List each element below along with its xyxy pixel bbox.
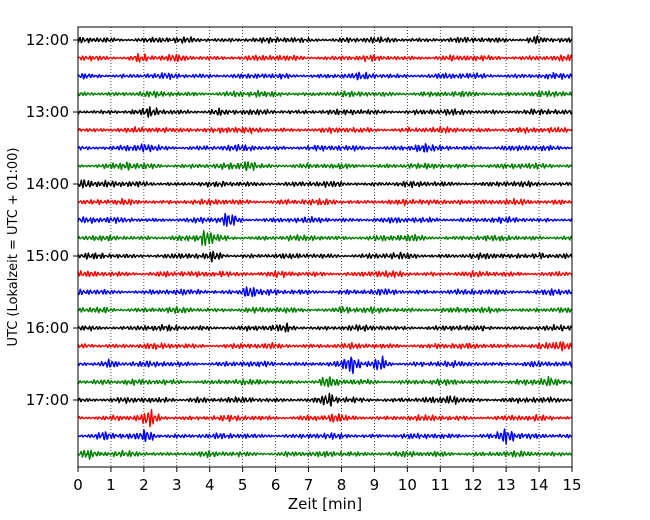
trace-1445 xyxy=(77,230,573,247)
trace-1230 xyxy=(77,71,573,81)
y-axis-label: UTC (Lokalzeit = UTC + 01:00) xyxy=(6,148,21,347)
y-tick-label: 13:00 xyxy=(26,103,69,121)
x-tick-label: 4 xyxy=(205,476,215,494)
y-tick-label: 16:00 xyxy=(26,319,69,337)
y-tick-label: 15:00 xyxy=(26,247,69,265)
trace-1730 xyxy=(77,428,573,445)
trace-1600 xyxy=(77,322,573,333)
trace-1345 xyxy=(77,161,573,172)
x-tick-label: 0 xyxy=(73,476,83,494)
trace-1615 xyxy=(77,341,573,352)
vertical-grid-lines xyxy=(110,27,540,467)
y-axis-ticks: 12:00 13:00 14:00 15:00 16:00 17:00 xyxy=(26,31,78,409)
trace-1430 xyxy=(77,212,573,228)
x-tick-label: 11 xyxy=(431,476,450,494)
x-axis-ticks: 0 1 2 3 4 5 6 7 8 9 10 11 12 13 14 15 xyxy=(73,467,582,494)
trace-1645 xyxy=(77,376,573,388)
x-tick-label: 8 xyxy=(337,476,347,494)
trace-1315 xyxy=(77,125,573,135)
trace-1530 xyxy=(77,286,573,297)
trace-1245 xyxy=(77,89,573,99)
x-tick-label: 5 xyxy=(238,476,248,494)
y-tick-label: 17:00 xyxy=(26,391,69,409)
trace-1330 xyxy=(77,142,573,153)
x-tick-label: 10 xyxy=(398,476,417,494)
plot-frame xyxy=(77,26,573,468)
trace-1515 xyxy=(77,270,573,279)
trace-1400 xyxy=(77,179,573,189)
y-tick-label: 12:00 xyxy=(26,31,69,49)
x-tick-label: 13 xyxy=(497,476,516,494)
x-tick-label: 15 xyxy=(562,476,581,494)
trace-1700 xyxy=(77,392,573,407)
x-tick-label: 6 xyxy=(271,476,281,494)
trace-1715 xyxy=(77,408,573,428)
trace-1415 xyxy=(77,197,573,207)
trace-1745 xyxy=(77,449,573,460)
trace-1300 xyxy=(77,106,573,118)
trace-1200 xyxy=(77,35,573,45)
x-tick-label: 1 xyxy=(106,476,116,494)
x-tick-label: 7 xyxy=(304,476,314,494)
x-tick-label: 9 xyxy=(370,476,380,494)
x-tick-label: 12 xyxy=(464,476,483,494)
x-tick-label: 3 xyxy=(172,476,182,494)
trace-1545 xyxy=(77,305,573,315)
x-axis-label: Zeit [min] xyxy=(288,495,362,513)
y-tick-label: 14:00 xyxy=(26,175,69,193)
x-tick-label: 2 xyxy=(139,476,149,494)
trace-1215 xyxy=(77,53,573,63)
seismic-traces xyxy=(77,35,573,460)
x-tick-label: 14 xyxy=(530,476,549,494)
trace-1500 xyxy=(77,250,573,263)
trace-1630 xyxy=(77,355,573,375)
